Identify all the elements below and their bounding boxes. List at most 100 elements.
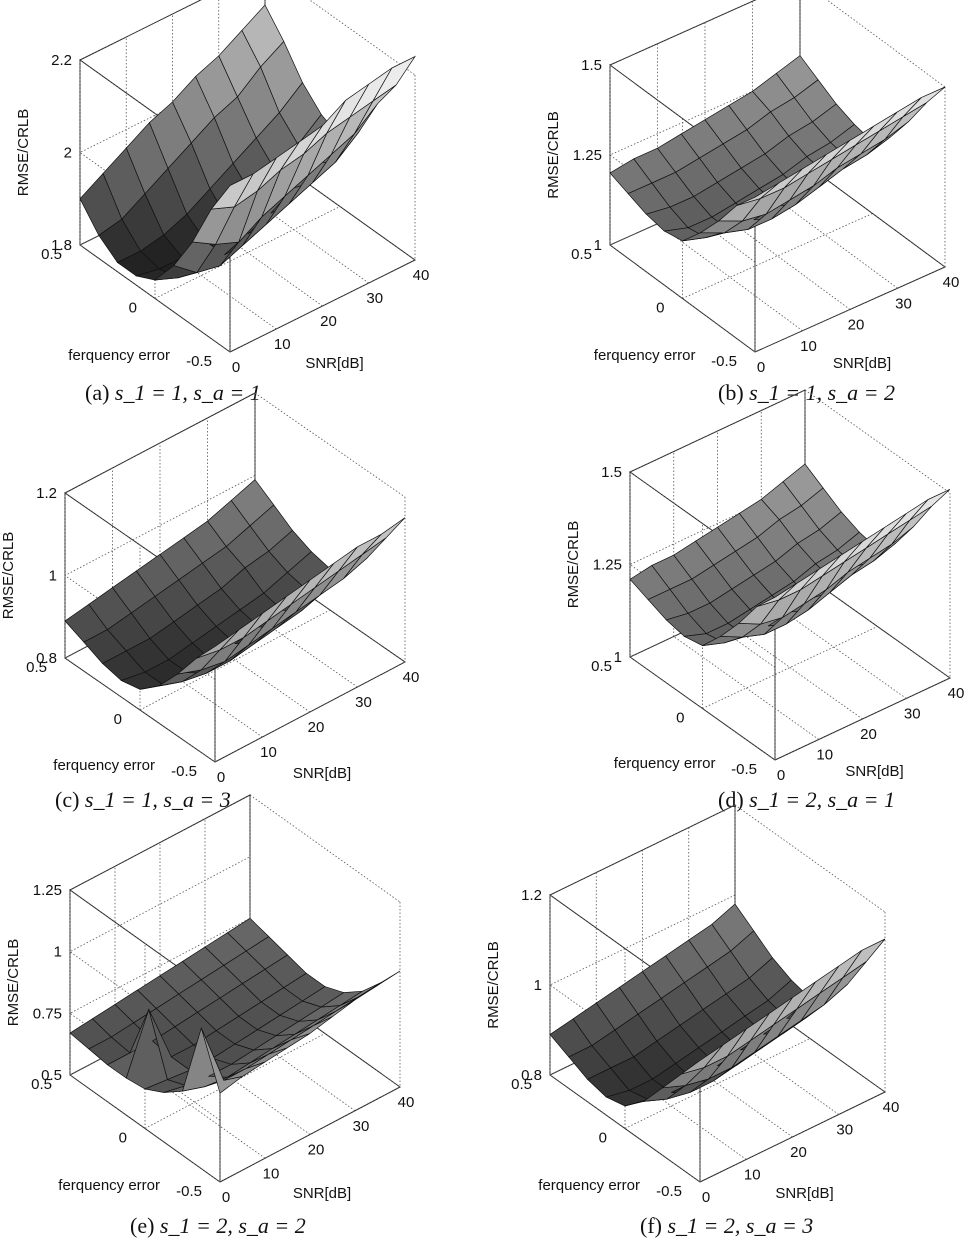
y-tick-label: -0.5 <box>731 761 757 778</box>
z-tick-label: 1 <box>534 977 542 994</box>
x-tick-label: 40 <box>403 669 420 686</box>
surface-patch <box>363 518 406 555</box>
y-tick-label: 0 <box>129 300 137 317</box>
z-tick-label: 1.25 <box>573 147 602 164</box>
y-tick-label: 0 <box>119 1130 127 1147</box>
z-tick-label: 1 <box>49 568 57 585</box>
y-tick-label: 0.5 <box>511 1076 532 1093</box>
z-tick-label: 1.2 <box>36 485 57 502</box>
panel-caption: (f) s_1 = 2, s_a = 3 <box>640 1213 813 1238</box>
x-tick-label: 0 <box>757 359 765 376</box>
y-tick-label: 0.5 <box>31 1076 52 1093</box>
surface-plot-3: 1 1.25 1.5 -0.5 0 0.5 0 10 20 30 40 RMSE/CRLB ferque… <box>565 390 964 812</box>
y-axis-label: ferquency error <box>68 347 170 364</box>
x-tick-label: 40 <box>948 685 965 702</box>
x-tick-label: 20 <box>308 1142 325 1159</box>
x-tick-label: 20 <box>308 719 325 736</box>
x-tick-label: 30 <box>355 694 372 711</box>
z-axis-label: RMSE/CRLB <box>565 521 582 609</box>
figure: 1.822.2-0.500.5010203040RMSE/CRLBferquen… <box>0 0 970 1245</box>
y-axis-label: ferquency error <box>594 347 696 364</box>
surface-plot-1: 1 1.25 1.5 -0.5 0 0.5 0 10 20 30 40 RMSE/CRLB ferque… <box>545 0 959 405</box>
z-tick-label: 1 <box>614 649 622 666</box>
x-axis-label: SNR[dB] <box>305 355 363 372</box>
y-tick-label: 0.5 <box>26 659 47 676</box>
z-tick-label: 2 <box>64 145 72 162</box>
panel-caption: (e) s_1 = 2, s_a = 2 <box>130 1213 306 1238</box>
x-tick-label: 0 <box>232 359 240 376</box>
surface-plot-2: 0.811.2-0.500.5010203040RMSE/CRLBferquen… <box>0 393 419 812</box>
x-tick-label: 30 <box>904 706 921 723</box>
z-axis-label: RMSE/CRLB <box>485 941 502 1029</box>
x-tick-label: 20 <box>860 726 877 743</box>
z-tick-label: 1.25 <box>593 557 622 574</box>
y-tick-label: -0.5 <box>656 1183 682 1200</box>
x-tick-label: 10 <box>263 1165 280 1182</box>
x-tick-label: 10 <box>260 744 277 761</box>
x-axis-label: SNR[dB] <box>293 765 351 782</box>
x-tick-label: 20 <box>848 317 865 334</box>
y-tick-label: 0 <box>656 300 664 317</box>
y-axis-label: ferquency error <box>538 1177 640 1194</box>
x-axis-label: SNR[dB] <box>775 1185 833 1202</box>
surface-plot-5: 0.811.2-0.500.5010203040RMSE/CRLBferquen… <box>485 805 899 1238</box>
y-tick-label: 0 <box>114 711 122 728</box>
x-tick-label: 0 <box>702 1189 710 1206</box>
z-tick-label: 1.2 <box>521 887 542 904</box>
y-tick-label: 0.5 <box>41 246 62 263</box>
z-axis-label: RMSE/CRLB <box>0 532 17 620</box>
z-tick-label: 2.2 <box>51 52 72 69</box>
y-axis-label: ferquency error <box>53 757 155 774</box>
y-tick-label: -0.5 <box>711 353 737 370</box>
y-tick-label: 0 <box>599 1130 607 1147</box>
x-tick-label: 30 <box>895 295 912 312</box>
z-tick-label: 1 <box>54 944 62 961</box>
y-tick-label: 0.5 <box>591 658 612 675</box>
panel-caption: (a) s_1 = 1, s_a = 1 <box>85 380 261 405</box>
panel-caption: (d) s_1 = 2, s_a = 1 <box>718 787 895 812</box>
x-tick-label: 0 <box>217 769 225 786</box>
x-axis-label: SNR[dB] <box>293 1185 351 1202</box>
x-tick-label: 40 <box>943 274 960 291</box>
x-tick-label: 0 <box>777 767 785 784</box>
panel-caption: (c) s_1 = 1, s_a = 3 <box>55 787 231 812</box>
z-axis-label: RMSE/CRLB <box>5 939 22 1027</box>
x-tick-label: 10 <box>800 338 817 355</box>
y-tick-label: -0.5 <box>171 763 197 780</box>
y-axis-label: ferquency error <box>58 1177 160 1194</box>
z-axis-label: RMSE/CRLB <box>15 109 32 197</box>
y-axis-label: ferquency error <box>614 755 716 772</box>
surface-patch <box>903 87 945 117</box>
x-axis-label: SNR[dB] <box>833 355 891 372</box>
z-tick-label: 1 <box>594 237 602 254</box>
figure-canvas: 1.822.2-0.500.5010203040RMSE/CRLBferquen… <box>0 0 970 1245</box>
x-tick-label: 20 <box>320 313 337 330</box>
z-tick-label: 1.25 <box>33 882 62 899</box>
x-tick-label: 10 <box>744 1167 761 1184</box>
x-tick-label: 40 <box>398 1094 415 1111</box>
x-tick-label: 10 <box>274 336 291 353</box>
x-tick-label: 40 <box>413 267 430 284</box>
x-tick-label: 40 <box>883 1099 900 1116</box>
panel-caption: (b) s_1 = 1, s_a = 2 <box>718 380 895 405</box>
y-tick-label: -0.5 <box>176 1183 202 1200</box>
x-tick-label: 30 <box>366 290 383 307</box>
y-tick-label: -0.5 <box>186 353 212 370</box>
z-tick-label: 0.75 <box>33 1005 62 1022</box>
y-tick-label: 0 <box>676 710 684 727</box>
z-tick-label: 1.5 <box>601 464 622 481</box>
x-axis-label: SNR[dB] <box>845 763 903 780</box>
y-tick-label: 0.5 <box>571 246 592 263</box>
surface-patch <box>339 534 382 571</box>
z-axis-label: RMSE/CRLB <box>545 111 562 199</box>
x-tick-label: 20 <box>790 1144 807 1161</box>
surface-plot-0: 1.822.2-0.500.5010203040RMSE/CRLBferquen… <box>15 0 429 405</box>
surface-patch <box>843 939 885 977</box>
x-tick-label: 0 <box>222 1189 230 1206</box>
x-tick-label: 30 <box>836 1122 853 1139</box>
surface-patch <box>910 489 950 520</box>
z-tick-label: 1.5 <box>581 57 602 74</box>
surface-plot-4: 0.50.7511.25-0.500.5010203040RMSE/CRLBfe… <box>5 795 414 1238</box>
x-tick-label: 10 <box>816 747 833 764</box>
x-tick-label: 30 <box>353 1118 370 1135</box>
